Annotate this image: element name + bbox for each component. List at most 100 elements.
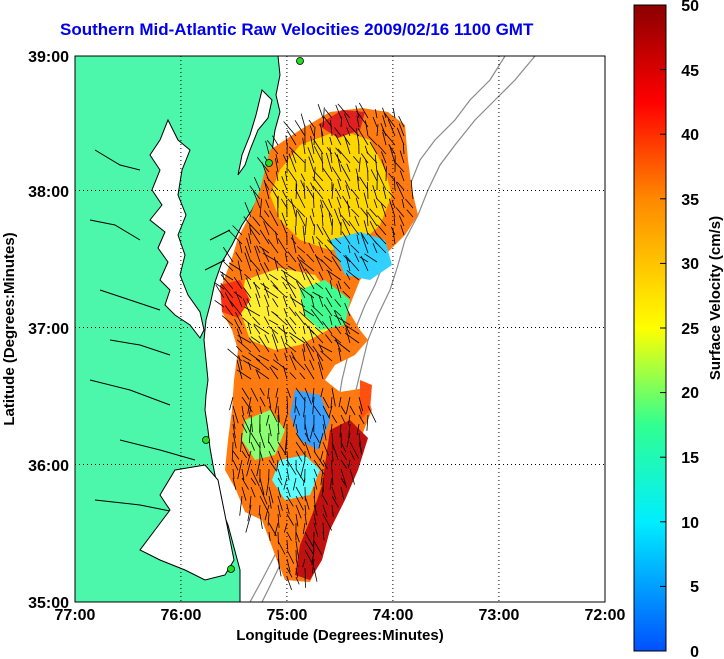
velocity-vector <box>324 244 333 254</box>
velocity-vector <box>255 293 261 308</box>
velocity-vector <box>360 255 369 272</box>
velocity-vector <box>312 138 324 155</box>
velocity-vector <box>244 252 252 272</box>
velocity-vector <box>334 133 342 146</box>
velocity-vector <box>358 405 363 415</box>
velocity-vector <box>346 270 360 281</box>
velocity-vector <box>370 169 378 182</box>
velocity-vector <box>322 414 327 429</box>
velocity-vector <box>295 405 301 416</box>
velocity-vector <box>286 280 297 299</box>
velocity-vector <box>281 190 288 200</box>
velocity-vector <box>248 423 252 444</box>
velocity-vector <box>345 272 351 281</box>
colorbar-tick: 5 <box>690 579 699 596</box>
velocity-vector <box>301 336 315 353</box>
velocity-vector <box>321 226 333 245</box>
velocity-vector <box>219 271 234 281</box>
velocity-vector <box>351 208 360 218</box>
velocity-vector <box>291 356 306 371</box>
velocity-vector <box>313 513 317 526</box>
velocity-vector <box>296 256 306 272</box>
velocity-vector <box>340 477 346 486</box>
velocity-vector <box>277 513 280 528</box>
velocity-vector <box>304 513 307 526</box>
velocity-vector <box>272 311 288 326</box>
velocity-vector <box>310 182 315 191</box>
velocity-vector <box>235 311 243 326</box>
velocity-vector <box>346 432 351 448</box>
velocity-vector <box>372 185 378 200</box>
velocity-vector <box>296 208 306 218</box>
velocity-vector <box>297 210 306 227</box>
velocity-vector <box>295 567 299 578</box>
velocity-vector <box>264 334 270 344</box>
velocity-vector <box>288 332 306 344</box>
velocity-vector <box>258 335 270 353</box>
velocity-vector <box>280 276 297 290</box>
velocity-vector <box>286 129 297 146</box>
velocity-vector <box>266 139 279 155</box>
velocity-vector <box>322 459 328 470</box>
velocity-vector <box>286 468 290 481</box>
velocity-vector <box>300 459 306 478</box>
colorbar-tick: 40 <box>681 127 699 144</box>
velocity-vector <box>295 576 300 585</box>
velocity-vector <box>373 199 378 209</box>
velocity-vector <box>284 352 288 362</box>
velocity-vector <box>340 405 347 415</box>
velocity-vector <box>410 179 414 200</box>
velocity-vector <box>366 151 378 164</box>
velocity-vector <box>313 504 318 516</box>
velocity-vector <box>290 198 297 218</box>
velocity-vector <box>244 202 252 218</box>
velocity-vector <box>338 396 342 408</box>
velocity-vector <box>359 256 369 263</box>
velocity-vector <box>236 328 243 344</box>
velocity-vector <box>314 171 324 182</box>
velocity-vector <box>283 308 288 317</box>
delaware-bay <box>237 89 273 176</box>
velocity-vector <box>241 450 248 459</box>
velocity-vector <box>312 192 315 209</box>
velocity-vector <box>272 284 288 299</box>
velocity-vector <box>347 245 351 254</box>
velocity-vector <box>365 120 369 137</box>
velocity-vector <box>334 325 342 335</box>
velocity-vector <box>308 242 315 254</box>
velocity-vector <box>304 495 310 510</box>
velocity-vector <box>314 254 324 272</box>
velocity-vector <box>286 396 288 408</box>
velocity-vector <box>280 219 288 236</box>
velocity-vector <box>349 441 359 459</box>
y-tick-label: 37:00 <box>28 321 69 338</box>
velocity-vector <box>322 441 329 456</box>
velocity-vector <box>270 280 279 290</box>
velocity-vector <box>268 423 272 437</box>
velocity-vector <box>311 305 324 317</box>
velocity-vector <box>286 558 291 573</box>
velocity-vector <box>237 260 243 281</box>
velocity-vector <box>263 210 270 218</box>
velocity-vector <box>346 163 351 173</box>
velocity-vector <box>310 135 315 155</box>
velocity-vector <box>259 450 264 462</box>
velocity-vector <box>304 576 306 588</box>
velocity-vector <box>303 343 306 353</box>
velocity-vector <box>322 396 330 409</box>
velocity-vector <box>316 354 324 371</box>
station-south <box>202 436 210 444</box>
velocity-vector <box>241 355 252 362</box>
velocity-vector <box>248 337 261 353</box>
velocity-vector <box>363 192 369 209</box>
velocity-vector <box>272 135 279 146</box>
velocity-vector <box>255 269 261 281</box>
velocity-vector <box>250 432 261 449</box>
velocity-vector <box>377 224 387 236</box>
colorbar: 50 45 40 35 30 25 20 15 10 5 0 Surface V… <box>633 0 724 659</box>
velocity-vector <box>305 343 315 362</box>
velocity-vector <box>303 309 315 317</box>
velocity-vector <box>281 176 288 191</box>
velocity-vector <box>274 396 279 414</box>
velocity-vector <box>235 291 243 308</box>
